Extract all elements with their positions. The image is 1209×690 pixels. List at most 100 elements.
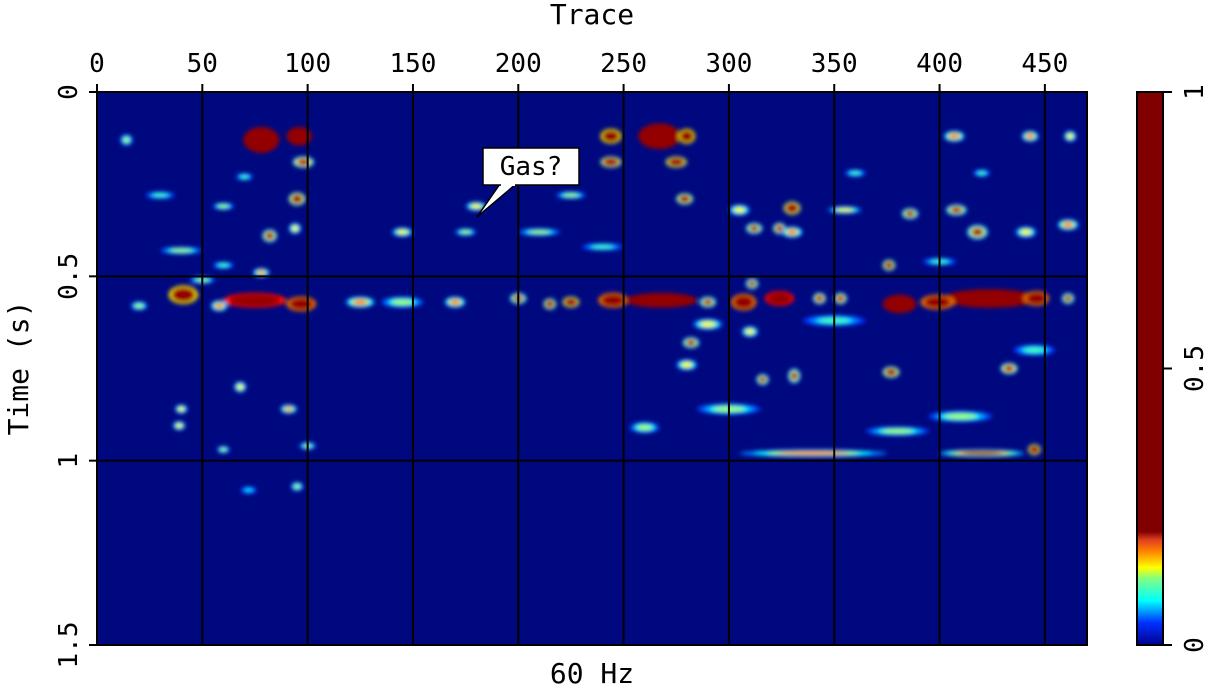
heatmap-blob [813,292,826,304]
heatmap-blob [731,293,757,311]
heatmap-blob [286,296,317,312]
heatmap-blob [252,268,270,278]
heatmap-blob [945,204,967,216]
heatmap-blob [882,259,896,271]
heatmap-blob [781,226,803,238]
heatmap-blob [543,298,557,310]
colorbar-tick-label: 0.5 [1180,345,1209,392]
heatmap-blob [174,404,188,414]
colorbar [1136,91,1164,646]
heatmap-blob [600,156,622,168]
heatmap-blob [676,193,694,205]
heatmap-blob [130,301,148,311]
heatmap-blob [212,202,234,210]
x-tick-label: 0 [89,49,105,79]
heatmap-blob [678,128,696,144]
x-tick-label: 400 [916,49,963,79]
heatmap-blob [1028,444,1041,456]
heatmap-blob [168,285,199,304]
heatmap-blob [728,204,750,216]
x-tick-label: 50 [187,49,218,79]
heatmap-blob [787,368,801,384]
heatmap-blob [444,296,466,308]
heatmap-blob [1057,219,1079,231]
x-tick-label: 350 [811,49,858,79]
heatmap-blob [882,366,900,378]
heatmap-blob [223,292,287,308]
heatmap-blob [240,486,258,494]
y-tick-label: 1.5 [54,622,84,669]
heatmap-blob [665,156,687,168]
heatmap-blob [966,224,988,240]
heatmap-blob [262,229,278,243]
heatmap-blob [455,228,477,236]
heatmap-blob [682,337,700,349]
heatmap-blob [783,201,801,215]
heatmap-blob [844,169,866,177]
heatmap-blob [625,292,698,308]
heatmap-blob [1013,344,1056,356]
y-tick-label: 0.5 [54,253,84,300]
heatmap-blob [290,481,304,492]
heatmap-blob [598,292,628,308]
heatmap-blob [745,222,763,234]
heatmap-blob [581,243,624,251]
y-tick-label: 1 [54,453,84,469]
heatmap-blob [465,201,487,211]
heatmap-blob [292,156,314,168]
heatmap-blob [286,127,312,146]
chart-caption: 60 Hz [550,657,634,686]
heatmap-blob [638,123,681,150]
heatmap-blob [741,326,759,338]
colorbar-tick-label: 0 [1180,637,1209,653]
heatmap-blob [236,173,253,181]
heatmap-blob [1063,130,1077,142]
heatmap-blob [764,291,795,306]
heatmap-blob [562,296,580,308]
colorbar-tick-label: 1 [1180,84,1209,100]
heatmap-blob [1023,291,1050,306]
heatmap-blob [756,374,769,386]
heatmap-blob [172,421,186,431]
heatmap-blob [217,445,230,454]
heatmap-blob [699,296,717,308]
x-tick-label: 450 [1021,49,1068,79]
x-tick-label: 100 [284,49,331,79]
x-tick-label: 300 [705,49,752,79]
heatmap-blob [288,192,306,206]
heatmap-blob [288,222,302,234]
plot-frame [96,91,1088,646]
x-tick-label: 250 [600,49,647,79]
heatmap-blob [243,127,280,153]
heatmap-blob [901,208,919,220]
heatmap-blob [920,294,955,310]
heatmap-blob [693,318,723,330]
y-tick-label: 0 [54,84,84,100]
heatmap-blob [600,128,622,144]
heatmap-blob [676,359,698,371]
heatmap-blob [882,294,917,314]
heatmap-blob [210,300,228,312]
heatmap-blob [739,449,887,457]
annotation-gas: Gas? [476,147,580,218]
x-tick-label: 200 [495,49,542,79]
heatmap-blob [1061,292,1075,304]
heatmap-blob [1000,362,1018,375]
heatmap-blob [1015,226,1037,238]
heatmap-blob [556,191,586,199]
heatmap-blob [939,449,1024,457]
heatmap-blob [381,296,424,308]
heatmap-blob [943,289,1037,308]
heatmap-blob [827,206,862,214]
annotation-label: Gas? [500,152,563,182]
heatmap-blob [943,130,965,142]
x-axis-title: Trace [550,0,634,31]
heatmap-blob [145,191,175,199]
heatmap-blob [345,296,376,308]
heatmap-blob [834,292,847,304]
plot-background [97,92,1087,645]
heatmap-blob [120,134,133,146]
heatmap-blob [745,278,759,290]
heatmap-blob [160,246,203,255]
